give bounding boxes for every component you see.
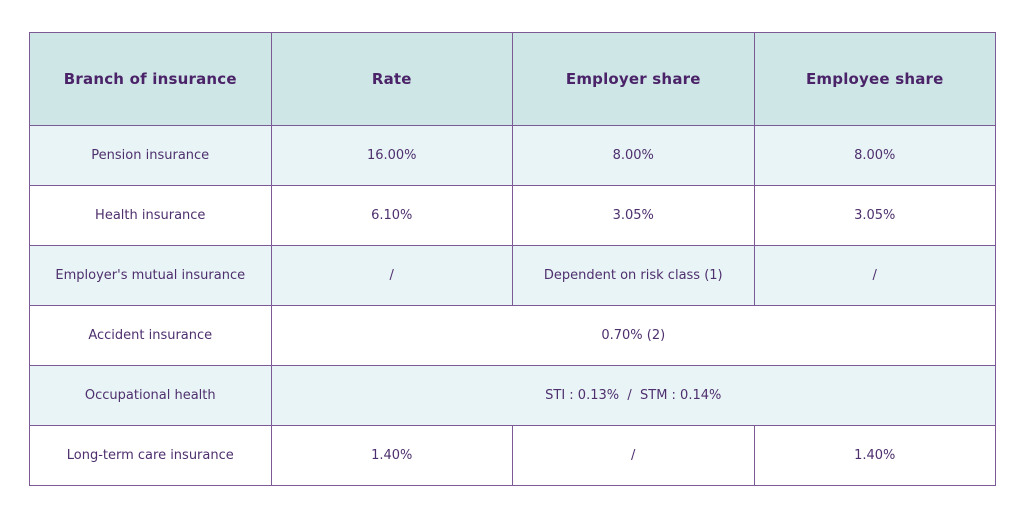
cell-rate: 6.10% [270, 185, 513, 246]
cell-employee-share: 3.05% [753, 185, 996, 246]
table-row: Pension insurance 16.00% 8.00% 8.00% [29, 125, 996, 186]
cell-employee-share: / [753, 245, 996, 306]
table-row: Occupational health STI : 0.13% / STM : … [29, 365, 996, 426]
cell-branch: Long-term care insurance [29, 425, 272, 486]
table-row: Health insurance 6.10% 3.05% 3.05% [29, 185, 996, 246]
cell-employer-share: 3.05% [512, 185, 755, 246]
header-employer-share: Employer share [512, 32, 755, 126]
cell-branch: Employer's mutual insurance [29, 245, 272, 306]
insurance-table-container: Branch of insurance Rate Employer share … [29, 32, 996, 486]
cell-employee-share: 1.40% [753, 425, 996, 486]
table-row: Long-term care insurance 1.40% / 1.40% [29, 425, 996, 486]
cell-branch: Health insurance [29, 185, 272, 246]
cell-branch: Occupational health [29, 365, 272, 426]
cell-employer-share: Dependent on risk class (1) [512, 245, 755, 306]
insurance-contribution-table: Branch of insurance Rate Employer share … [29, 32, 996, 486]
cell-merged-value: STI : 0.13% / STM : 0.14% [270, 365, 996, 426]
cell-rate: 16.00% [270, 125, 513, 186]
table-row: Employer's mutual insurance / Dependent … [29, 245, 996, 306]
cell-employee-share: 8.00% [753, 125, 996, 186]
cell-employer-share: 8.00% [512, 125, 755, 186]
table-row: Accident insurance 0.70% (2) [29, 305, 996, 366]
header-branch: Branch of insurance [29, 32, 272, 126]
cell-branch: Accident insurance [29, 305, 272, 366]
cell-merged-value: 0.70% (2) [270, 305, 996, 366]
cell-branch: Pension insurance [29, 125, 272, 186]
header-rate: Rate [270, 32, 513, 126]
cell-employer-share: / [512, 425, 755, 486]
cell-rate: / [270, 245, 513, 306]
header-employee-share: Employee share [753, 32, 996, 126]
cell-rate: 1.40% [270, 425, 513, 486]
table-header-row: Branch of insurance Rate Employer share … [29, 32, 996, 126]
